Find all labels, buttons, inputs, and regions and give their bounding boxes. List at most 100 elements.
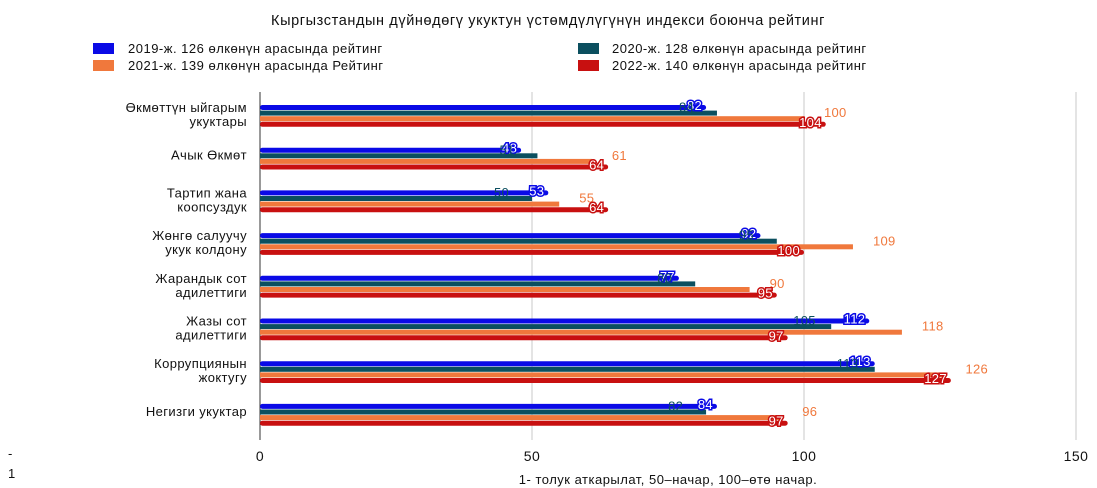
data-label-1-4: 92 [741,226,756,241]
legend-label-2020: 2020-ж. 128 өлкөнүн арасында рейтинг [612,41,867,56]
category-label-3-line-1: Тартип жана [167,185,248,200]
x-tick-label-50: 50 [524,448,541,464]
bar-1-6 [260,318,870,324]
legend-swatch-2022 [578,60,599,71]
bar-3-7 [260,372,946,378]
bar-2-6 [260,324,832,330]
x-tick-label-150: 150 [1064,448,1089,464]
category-label-1-line-1: Өкмөттүн ыйгарым [126,100,247,115]
data-label-1-7: 113 [849,354,871,369]
bar-4-5 [260,292,777,298]
bar-2-1 [260,110,717,116]
chart-title: Кыргызстандын дүйнөдөгү укуктун үстөмдүл… [271,13,825,29]
data-label-4-6: 97 [769,328,784,343]
data-label-3-5: 90 [770,276,785,291]
x-axis-ticks: 0 50 100 150 [256,448,1089,464]
bar-4-1 [260,121,826,127]
data-label-4-4: 100 [777,243,800,258]
legend-swatch-2021 [93,60,114,71]
bar-2-4 [260,238,777,244]
category-label-4-line-1: Жөнгө салуучу [152,228,247,243]
bar-1-3 [260,190,549,196]
bar-1-8 [260,403,717,409]
data-label-1-8: 84 [698,397,713,412]
category-label-5-line-2: адилеттиги [175,285,247,300]
legend-label-2021: 2021-ж. 139 өлкөнүн арасында Рейтинг [128,58,384,73]
data-label-2-7: 113 [837,356,859,371]
bar-3-2 [260,158,592,164]
bars [260,105,951,426]
x-tick-label-100: 100 [792,448,817,464]
data-label-4-2: 64 [589,158,604,173]
data-label-2-4: 95 [739,228,754,243]
category-label-4-line-2: укук колдону [165,242,247,257]
bar-2-8 [260,409,707,415]
data-label-2-1: 84 [679,100,694,115]
bar-1-5 [260,275,679,281]
side-mark-number: 1 [8,466,16,481]
data-label-1-1: 82 [687,98,702,113]
category-label-5-line-1: Жарандык сот [155,271,247,286]
data-label-1-2: 48 [502,141,517,156]
data-label-3-8: 96 [802,404,817,419]
legend-label-2022: 2022-ж. 140 өлкөнүн арасында рейтинг [612,58,867,73]
legend: 2019-ж. 126 өлкөнүн арасында рейтинг 202… [93,41,867,73]
data-label-3-2: 61 [612,148,627,163]
bar-4-4 [260,249,804,255]
bar-3-8 [260,415,783,421]
data-label-1-5: 77 [660,269,675,284]
data-label-4-5: 95 [758,286,773,301]
bar-1-4 [260,233,761,239]
side-mark-dash: - [8,446,13,461]
bar-4-7 [260,378,951,383]
category-label-3-line-2: коопсуздук [177,199,247,214]
data-label-4-3: 64 [589,200,604,215]
x-tick-label-0: 0 [256,448,264,464]
data-label-2-2: 51 [499,142,514,157]
category-label-2-line-1: Ачык Өкмөт [171,148,247,163]
data-label-4-1: 104 [799,115,822,130]
data-label-3-4: 109 [873,233,896,248]
data-label-2-8: 82 [668,399,683,414]
category-label-6-line-1: Жазы сот [186,314,247,329]
bar-4-2 [260,164,609,170]
data-label-3-1: 100 [824,105,847,120]
bar-2-5 [260,281,696,287]
data-label-4-8: 97 [769,414,784,429]
data-label-2-3: 50 [494,185,509,200]
data-label-3-3: 55 [579,191,594,206]
bar-3-5 [260,287,750,292]
bar-2-7 [260,366,875,372]
bar-1-2 [260,147,522,153]
category-label-6-line-2: адилеттиги [175,328,247,343]
bar-3-4 [260,244,853,250]
bar-3-6 [260,329,902,335]
data-label-1-3: 53 [529,183,544,198]
data-label-4-7: 127 [924,371,947,386]
bar-2-2 [260,153,538,159]
bar-4-8 [260,420,788,426]
bar-2-3 [260,196,532,201]
category-label-7-line-1: Коррупциянын [154,356,247,371]
bar-4-6 [260,335,788,341]
bar-3-3 [260,201,560,207]
category-label-1-line-2: укуктары [190,114,247,129]
data-label-1-6: 112 [844,312,866,327]
bar-3-1 [260,116,804,122]
gridlines [259,92,1077,440]
data-label-2-5: 80 [657,270,672,285]
bar-1-7 [260,361,875,367]
data-label-2-6: 105 [793,313,816,328]
bar-1-1 [260,105,707,110]
legend-label-2019: 2019-ж. 126 өлкөнүн арасында рейтинг [128,41,383,56]
category-label-8-line-1: Негизги укуктар [146,404,247,419]
legend-swatch-2019 [93,43,114,54]
legend-swatch-2020 [578,43,599,54]
data-label-3-6: 118 [922,319,944,334]
data-label-3-7: 126 [965,361,988,376]
bar-4-3 [260,207,609,213]
category-label-7-line-2: жоктугу [199,370,248,385]
